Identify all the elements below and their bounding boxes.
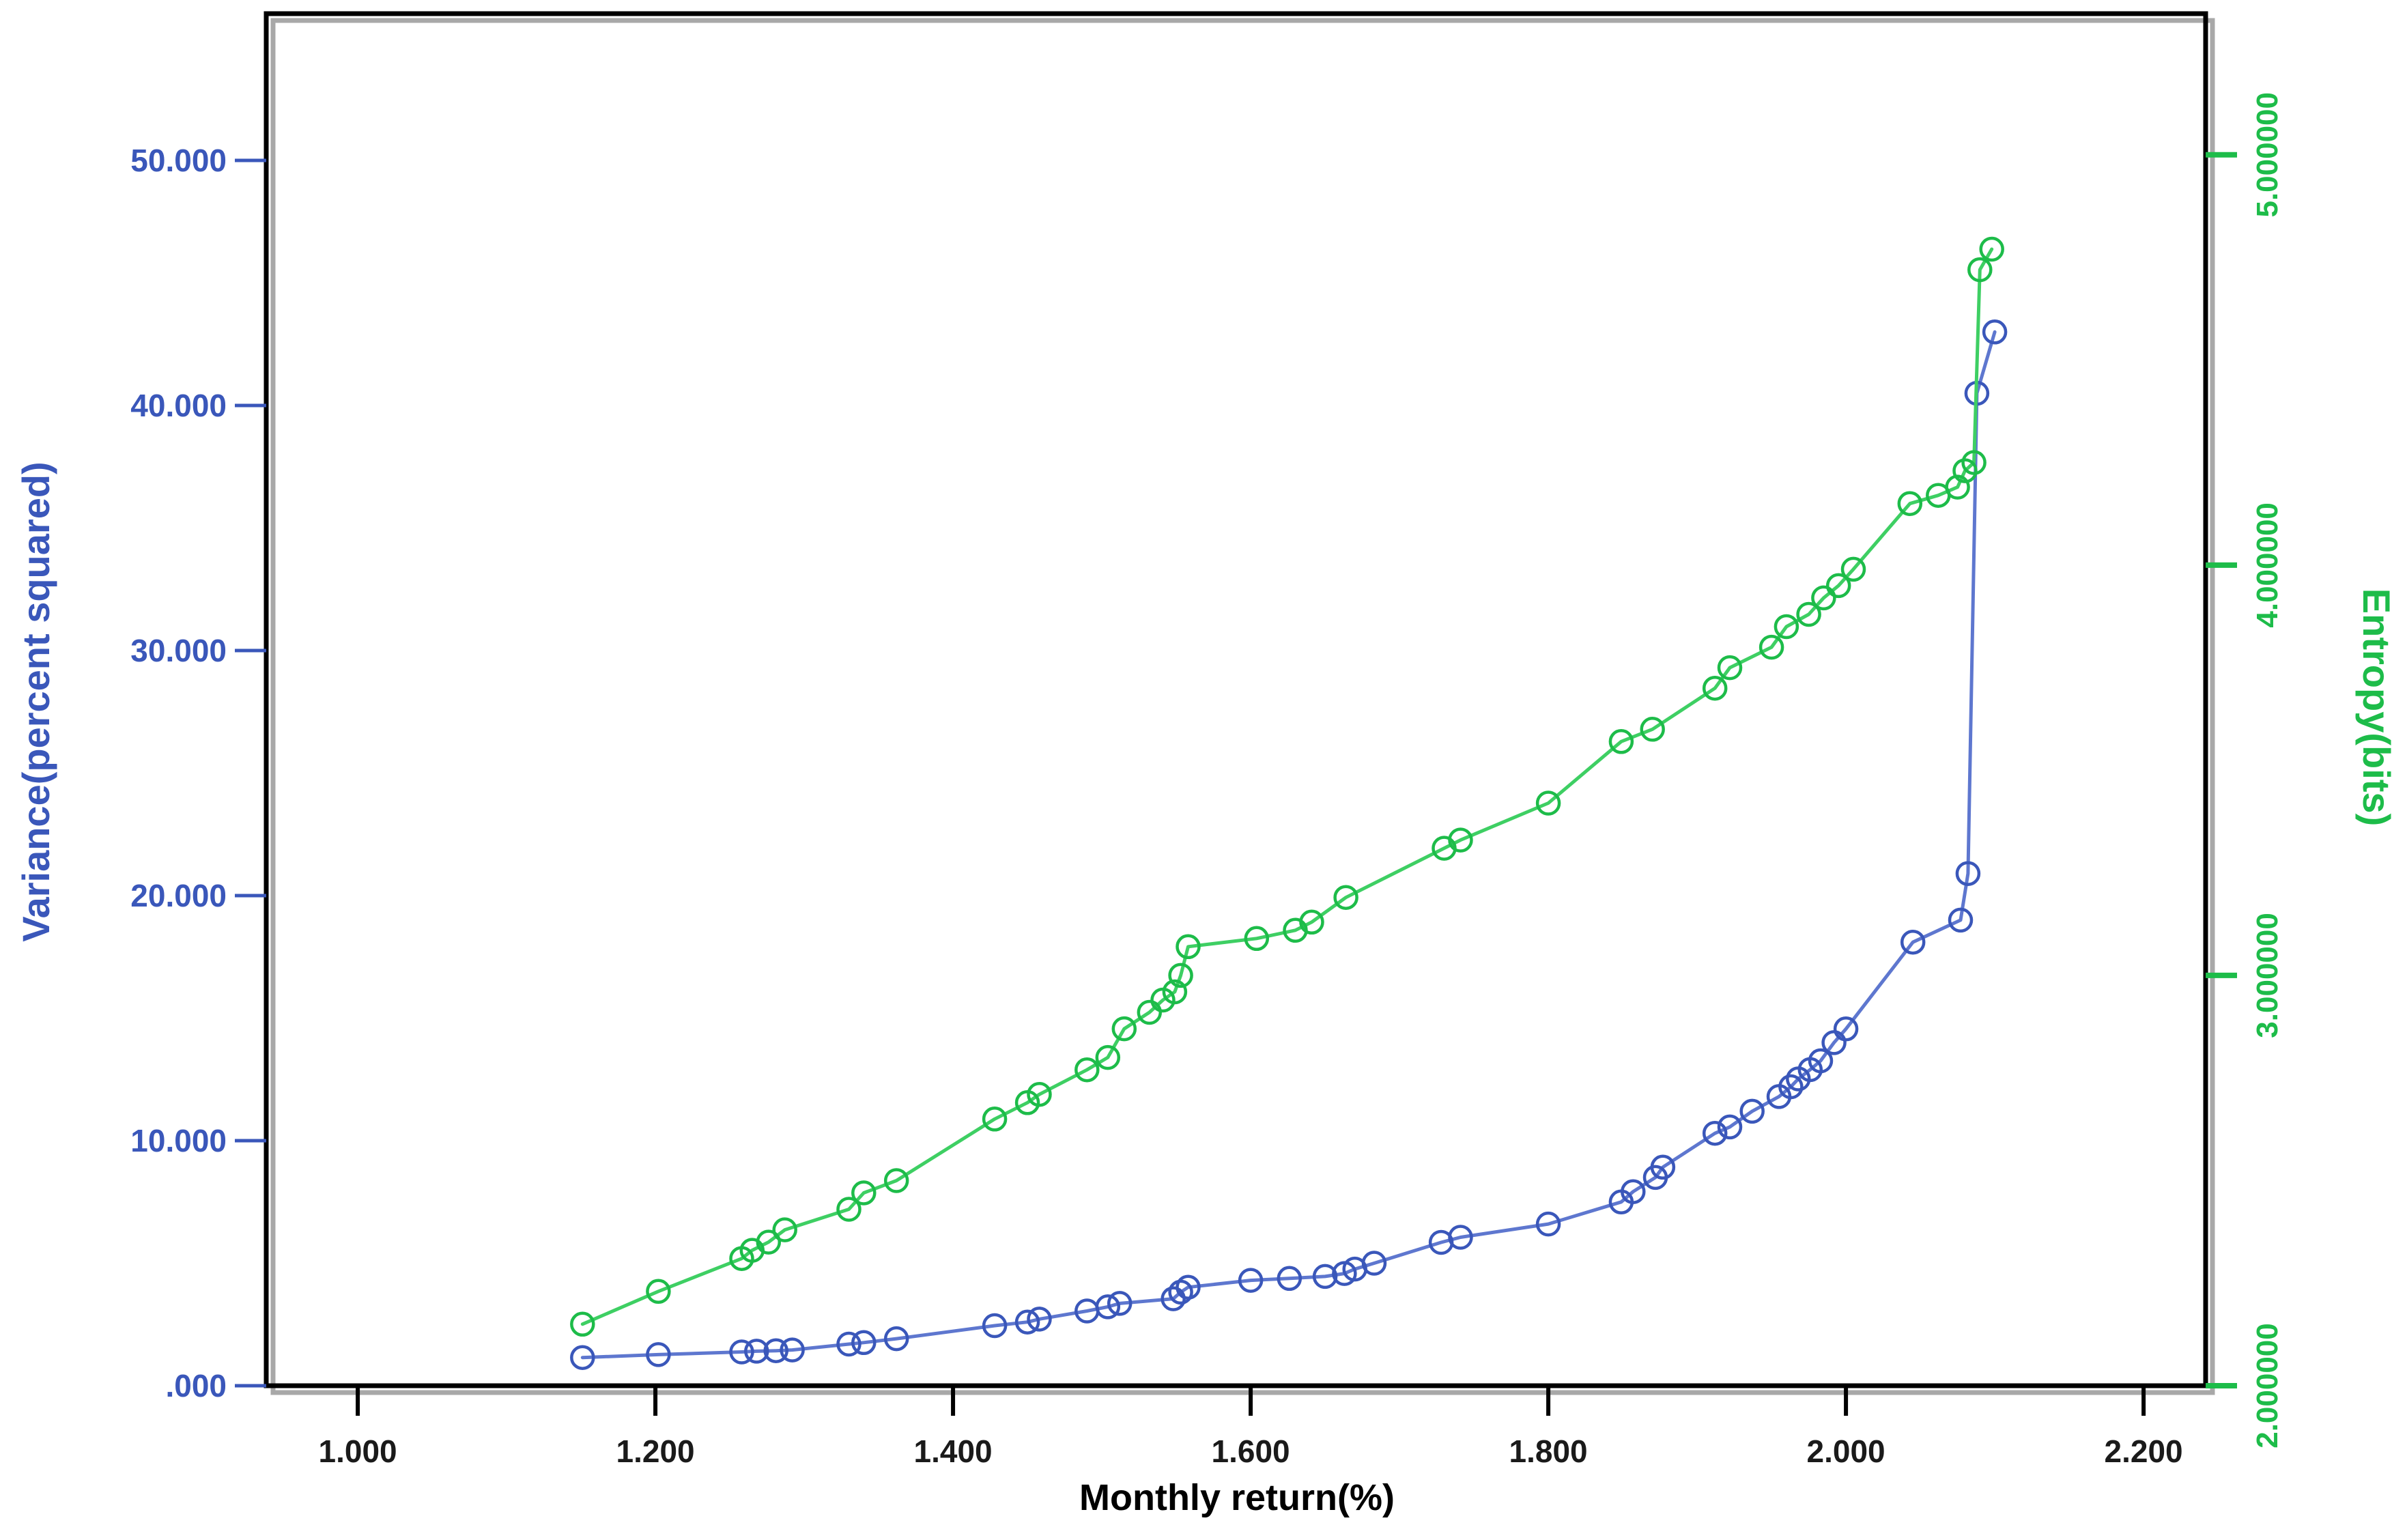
entropy-point-marker bbox=[1811, 585, 1836, 611]
entropy-point-marker bbox=[646, 1279, 671, 1304]
right-tick-label: 5.000000 bbox=[2251, 92, 2284, 218]
entropy-point-marker bbox=[1759, 634, 1784, 660]
left-tick-label: 20.000 bbox=[130, 878, 227, 913]
entropy-point-marker bbox=[1961, 450, 1987, 475]
variance-point-marker bbox=[1361, 1251, 1387, 1276]
entropy-point-marker bbox=[1137, 999, 1163, 1025]
variance-point-marker bbox=[1027, 1307, 1052, 1332]
right-y-axis-title: Entropy(bits) bbox=[2355, 588, 2392, 826]
variance-point-marker bbox=[982, 1313, 1008, 1339]
entropy-point-marker bbox=[1333, 885, 1358, 910]
entropy-point-marker bbox=[883, 1168, 909, 1193]
variance-point-marker bbox=[1900, 929, 1926, 955]
entropy-point-marker bbox=[1717, 655, 1743, 681]
entropy-point-marker bbox=[1299, 909, 1324, 935]
variance-point-marker bbox=[1702, 1120, 1728, 1146]
entropy-point-marker bbox=[1840, 556, 1866, 582]
x-tick-label: 2.200 bbox=[2105, 1434, 2183, 1469]
left-tick-label: 30.000 bbox=[130, 633, 227, 668]
entropy-point-marker bbox=[1535, 790, 1561, 816]
variance-point-marker bbox=[570, 1345, 595, 1370]
entropy-point-marker bbox=[982, 1107, 1008, 1132]
entropy-point-marker bbox=[1608, 729, 1634, 754]
data-series bbox=[570, 236, 2008, 1370]
variance-point-marker bbox=[763, 1338, 788, 1363]
entropy-point-marker bbox=[756, 1229, 782, 1255]
variance-point-marker bbox=[1535, 1211, 1561, 1237]
entropy-point-marker bbox=[1074, 1057, 1100, 1083]
left-tick-label: .000 bbox=[165, 1368, 227, 1403]
x-tick-label: 1.000 bbox=[319, 1434, 397, 1469]
left-tick-label: 50.000 bbox=[130, 143, 227, 178]
axis-ticks: 1.000 1.200 1.400 1.600 1.800 2.000 2.200 .000 1… bbox=[130, 92, 2284, 1469]
entropy-series-line bbox=[580, 247, 1994, 1326]
variance-series-line bbox=[580, 330, 1997, 1360]
variance-point-marker bbox=[1650, 1154, 1676, 1180]
variance-point-marker bbox=[1808, 1048, 1834, 1074]
entropy-point-marker bbox=[1774, 614, 1799, 640]
variance-point-marker bbox=[1717, 1114, 1743, 1140]
frame-border bbox=[264, 11, 2208, 1388]
variance-point-marker bbox=[1778, 1074, 1804, 1100]
variance-point-marker bbox=[1739, 1098, 1765, 1124]
x-tick-label: 1.800 bbox=[1509, 1434, 1588, 1469]
entropy-point-marker bbox=[1095, 1044, 1121, 1070]
entropy-point-marker bbox=[1162, 979, 1188, 1005]
entropy-point-marker bbox=[1952, 458, 1978, 483]
entropy-point-marker bbox=[1640, 717, 1665, 742]
variance-point-marker bbox=[883, 1326, 909, 1352]
variance-point-marker bbox=[1833, 1016, 1859, 1042]
x-axis-title: Monthly return(%) bbox=[1079, 1477, 1395, 1518]
entropy-point-marker bbox=[1702, 675, 1728, 701]
entropy-point-marker bbox=[1027, 1081, 1052, 1107]
entropy-point-marker bbox=[772, 1217, 797, 1242]
variance-point-marker bbox=[729, 1339, 754, 1365]
x-tick-label: 1.400 bbox=[914, 1434, 993, 1469]
entropy-point-marker bbox=[1111, 1016, 1137, 1042]
right-tick-label: 2.000000 bbox=[2251, 1323, 2284, 1449]
left-tick-label: 10.000 bbox=[130, 1123, 227, 1158]
variance-point-marker bbox=[1277, 1266, 1302, 1292]
variance-point-marker bbox=[1312, 1264, 1338, 1289]
variance-point-marker bbox=[780, 1337, 805, 1363]
variance-point-marker bbox=[1448, 1225, 1473, 1250]
entropy-point-marker bbox=[1967, 257, 1993, 283]
entropy-point-marker bbox=[1244, 926, 1270, 952]
plot-frame bbox=[264, 11, 2215, 1395]
x-tick-label: 1.200 bbox=[616, 1434, 695, 1469]
entropy-point-marker bbox=[1168, 962, 1193, 988]
entropy-point-marker bbox=[1176, 934, 1201, 960]
entropy-point-marker bbox=[570, 1311, 595, 1337]
right-tick-label: 3.000000 bbox=[2251, 913, 2284, 1038]
entropy-point-marker bbox=[1897, 491, 1923, 516]
variance-point-marker bbox=[851, 1330, 877, 1356]
variance-point-marker bbox=[646, 1342, 671, 1367]
entropy-point-marker bbox=[1979, 236, 2004, 262]
left-tick-label: 40.000 bbox=[130, 388, 227, 423]
variance-point-marker bbox=[1107, 1291, 1133, 1316]
variance-point-marker bbox=[1095, 1294, 1121, 1320]
frame-shadow bbox=[270, 18, 2215, 1395]
x-tick-label: 2.000 bbox=[1807, 1434, 1885, 1469]
variance-point-marker bbox=[744, 1339, 769, 1364]
variance-point-marker bbox=[1948, 907, 1974, 933]
entropy-point-marker bbox=[1796, 601, 1821, 627]
variance-point-marker bbox=[1621, 1179, 1646, 1204]
variance-point-marker bbox=[1014, 1309, 1040, 1335]
entropy-point-marker bbox=[851, 1180, 877, 1206]
entropy-point-marker bbox=[1945, 474, 1970, 500]
variance-point-marker bbox=[836, 1331, 862, 1357]
entropy-point-marker bbox=[1448, 827, 1473, 853]
variance-point-marker bbox=[1982, 319, 2008, 345]
right-tick-label: 4.000000 bbox=[2251, 502, 2284, 628]
entropy-point-marker bbox=[836, 1197, 862, 1222]
left-y-axis-title: Variance(percent squared) bbox=[14, 461, 57, 941]
x-tick-label: 1.600 bbox=[1212, 1434, 1290, 1469]
variance-point-marker bbox=[1176, 1274, 1201, 1300]
variance-point-marker bbox=[1955, 861, 1981, 886]
entropy-point-marker bbox=[1825, 573, 1851, 599]
variance-point-marker bbox=[1238, 1268, 1264, 1293]
